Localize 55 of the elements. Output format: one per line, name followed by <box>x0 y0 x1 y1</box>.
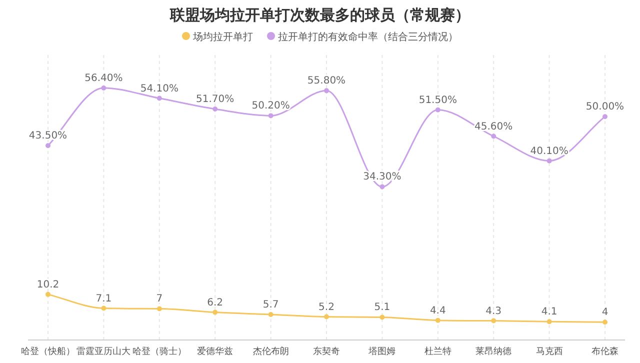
data-label: 7.1 <box>96 293 112 304</box>
x-tick-label: 马克西 <box>536 346 563 357</box>
point <box>491 134 496 139</box>
chart-title: 联盟场均拉开单打次数最多的球员（常规赛） <box>169 6 470 24</box>
point <box>324 314 329 320</box>
point <box>156 306 162 312</box>
point <box>101 86 106 90</box>
data-label: 51.70% <box>196 94 234 105</box>
x-tick-label: 雷霆亚历山大 <box>76 346 131 357</box>
point <box>435 107 440 112</box>
data-label: 7 <box>156 294 163 305</box>
point <box>101 306 106 311</box>
x-tick-label: 东契奇 <box>313 346 340 357</box>
x-tick-label: 杜兰特 <box>424 346 452 357</box>
data-label: 5.1 <box>374 302 390 314</box>
point <box>212 106 218 112</box>
data-label: 6.2 <box>207 297 224 308</box>
point <box>212 310 218 315</box>
data-label: 56.40% <box>84 73 123 84</box>
x-tick-label: 布伦森 <box>592 346 618 357</box>
data-label: 50.00% <box>586 102 624 113</box>
point <box>602 114 608 120</box>
x-tick-label: 莱昂纳德 <box>476 346 512 357</box>
point <box>546 158 552 164</box>
point <box>491 318 496 324</box>
point <box>46 143 50 148</box>
point <box>46 292 50 297</box>
point <box>602 320 608 325</box>
point <box>324 88 329 94</box>
point <box>546 319 552 324</box>
point <box>268 113 274 118</box>
data-label: 4.3 <box>486 306 502 317</box>
data-label: 55.80% <box>307 76 346 87</box>
point <box>435 318 440 323</box>
x-tick-label: 塔图姆 <box>368 346 396 357</box>
data-label: 51.50% <box>418 94 457 106</box>
data-label: 50.20% <box>252 100 290 112</box>
point <box>156 96 162 101</box>
point <box>380 314 385 320</box>
data-label: 40.10% <box>530 146 568 157</box>
data-label: 54.10% <box>140 83 178 94</box>
x-tick-label: 哈登（快船） <box>21 346 75 357</box>
point <box>268 312 274 318</box>
legend-label: 场均拉开单打 <box>192 31 253 43</box>
data-label: 5.7 <box>262 300 279 311</box>
data-label: 4.4 <box>430 305 446 316</box>
x-tick-label: 哈登（骑士） <box>132 346 186 357</box>
legend-label: 拉开单打的有效命中率（结合三分情况） <box>278 31 458 43</box>
x-tick-label: 杰伦布朗 <box>252 346 289 357</box>
data-label: 4 <box>602 307 608 318</box>
data-label: 4.1 <box>541 306 558 318</box>
data-label: 5.2 <box>318 302 334 313</box>
x-tick-label: 爱德华兹 <box>197 346 234 357</box>
point <box>380 184 385 190</box>
data-label: 10.2 <box>36 279 60 290</box>
